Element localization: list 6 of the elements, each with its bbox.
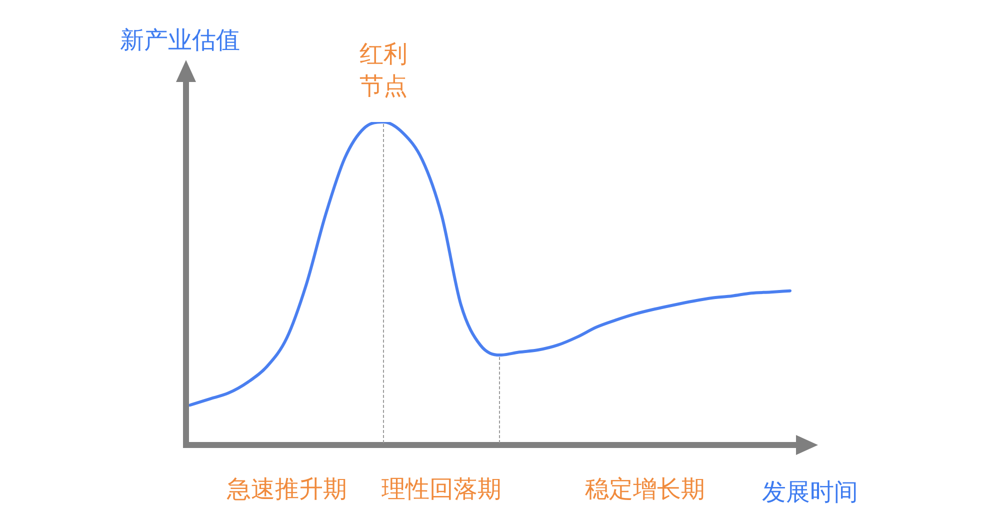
x-axis-title: 发展时间	[762, 478, 858, 506]
text: 红利节点	[360, 40, 408, 100]
text: 急速推升期	[226, 475, 347, 503]
y-axis-title: 新产业估值	[120, 26, 240, 54]
text: 稳定增长期	[584, 475, 705, 503]
text: 理性回落期	[382, 475, 502, 503]
